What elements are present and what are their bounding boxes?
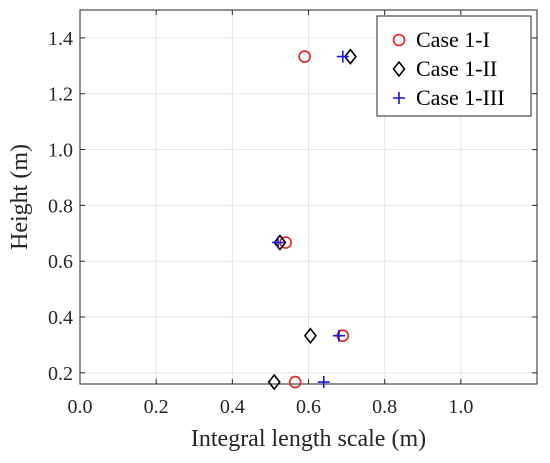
x-tick-label: 0.0 (68, 396, 93, 418)
point-case-1-iii (272, 236, 285, 249)
x-tick-labels: 0.0 0.2 0.4 0.6 0.8 1.0 (68, 396, 474, 418)
point-case-1-ii (267, 373, 281, 391)
x-tick-label: 1.0 (448, 396, 473, 418)
legend-label-case-1-i: Case 1-I (416, 27, 490, 52)
legend-label-case-1-iii: Case 1-III (416, 85, 505, 110)
y-tick-label: 0.2 (48, 363, 73, 385)
y-axis-title: Height (m) (7, 144, 33, 250)
point-case-1-ii (343, 48, 357, 65)
y-tick-label: 0.6 (48, 251, 73, 273)
y-tick-labels: 0.2 0.4 0.6 0.8 1.0 1.2 1.4 (48, 28, 73, 385)
point-case-1-i (298, 50, 311, 63)
y-tick-label: 1.0 (48, 140, 73, 162)
x-tick-label: 0.2 (144, 396, 169, 418)
legend: Case 1-I Case 1-II Case 1-III (376, 15, 532, 117)
legend-marker-case-1-i (392, 33, 406, 47)
legend-marker-case-1-iii (393, 92, 405, 104)
y-tick-label: 1.2 (48, 84, 73, 106)
legend-label-case-1-ii: Case 1-II (416, 56, 497, 81)
point-case-1-ii (303, 327, 317, 345)
point-case-1-iii (317, 376, 330, 389)
y-tick-label: 0.4 (48, 307, 73, 329)
data-points (267, 48, 357, 391)
grid (79, 10, 537, 384)
legend-marker-case-1-ii (392, 60, 406, 78)
axes (79, 9, 538, 385)
point-case-1-i (288, 375, 302, 389)
x-tick-label: 0.4 (220, 396, 245, 418)
y-tick-label: 0.8 (48, 195, 73, 217)
point-case-1-ii (273, 234, 287, 251)
point-case-1-iii (336, 50, 349, 63)
y-tick-label: 1.4 (48, 28, 73, 50)
x-axis-title: Integral length scale (m) (191, 426, 426, 452)
point-case-1-iii (332, 329, 345, 342)
x-tick-label: 0.8 (372, 396, 397, 418)
x-tick-label: 0.6 (296, 396, 321, 418)
